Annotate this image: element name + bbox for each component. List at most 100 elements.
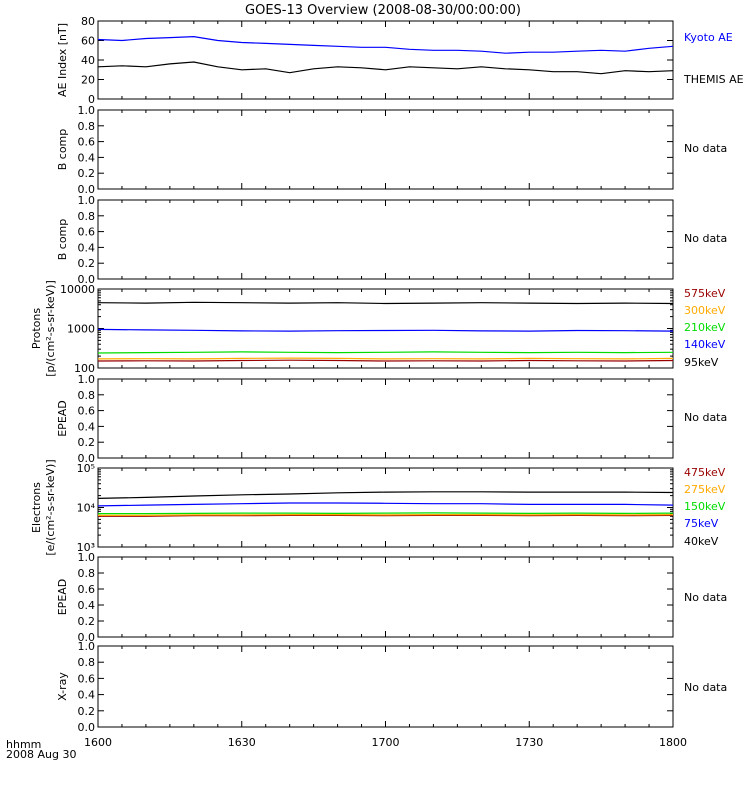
y-tick-label: 0.4	[78, 420, 96, 433]
no-data-label: No data	[684, 142, 727, 155]
x-tick-label: 1600	[84, 736, 112, 749]
legend-label-75kev: 75keV	[684, 517, 719, 530]
y-axis-label: B comp	[56, 129, 69, 171]
y-tick-label: 0.2	[78, 705, 96, 718]
legend-label-275kev: 275keV	[684, 483, 726, 496]
y-axis-unit-label: [p/(cm²-s-sr-keV)]	[44, 280, 57, 377]
series-line-150kev	[98, 512, 674, 515]
y-tick-label: 0.0	[78, 631, 96, 644]
y-tick-label: 0.2	[78, 167, 96, 180]
y-tick-label: 60	[81, 35, 95, 48]
no-data-label: No data	[684, 411, 727, 424]
y-axis-label: Protons	[30, 308, 43, 349]
panel-frame	[97, 556, 674, 638]
y-axis-label: EPEAD	[56, 579, 69, 616]
y-tick-label: 0	[88, 93, 95, 106]
panel-frame	[97, 467, 674, 548]
no-data-label: No data	[684, 591, 727, 604]
legend-label-300kev: 300keV	[684, 304, 726, 317]
series-line-themis-ae	[97, 61, 674, 75]
legend-label-themis-ae: THEMIS AE	[683, 73, 744, 86]
no-data-label: No data	[684, 681, 727, 694]
legend-label-210kev: 210keV	[684, 321, 726, 334]
y-tick-label: 0.4	[78, 241, 96, 254]
series-line-300kev	[97, 357, 674, 360]
panel-frame	[97, 20, 674, 100]
panel-frame	[97, 645, 674, 728]
y-axis-label: AE Index [nT]	[56, 23, 69, 97]
legend-label-kyoto-ae: Kyoto AE	[684, 31, 733, 44]
panel-frame	[97, 378, 674, 459]
y-tick-label: 0.2	[78, 615, 96, 628]
y-tick-label: 0.4	[78, 599, 96, 612]
y-tick-label: 0.6	[78, 226, 96, 239]
panel-frame	[97, 288, 674, 369]
y-tick-label: 0.6	[78, 672, 96, 685]
y-tick-label: 1000	[67, 323, 95, 336]
y-tick-label: 0.0	[78, 452, 96, 465]
y-tick-label: 1.0	[78, 104, 96, 117]
y-tick-label: 0.2	[78, 436, 96, 449]
legend-label-140kev: 140keV	[684, 338, 726, 351]
x-tick-label: 1800	[659, 736, 687, 749]
series-line-75kev	[97, 502, 674, 507]
y-axis-label: X-ray	[56, 672, 69, 701]
series-line-kyoto-ae	[97, 35, 674, 54]
y-tick-label: 0.8	[78, 656, 96, 669]
y-tick-label: 80	[81, 15, 95, 28]
x-tick-label: 1700	[372, 736, 400, 749]
series-line-275kev	[98, 513, 674, 517]
y-tick-label: 1.0	[78, 640, 96, 653]
y-tick-label: 10⁵	[77, 462, 95, 475]
y-axis-label: B comp	[56, 219, 69, 261]
series-line-210kev	[97, 351, 674, 354]
series-line-575kev	[97, 359, 674, 362]
series-line-95kev	[97, 301, 674, 305]
y-tick-label: 0.6	[78, 583, 96, 596]
y-tick-label: 0.8	[78, 389, 96, 402]
y-tick-label: 0.6	[78, 405, 96, 418]
legend-label-150kev: 150keV	[684, 500, 726, 513]
y-tick-label: 0.0	[78, 183, 96, 196]
series-line-140kev	[97, 328, 674, 332]
y-tick-label: 1.0	[78, 551, 96, 564]
y-tick-label: 0.8	[78, 210, 96, 223]
no-data-label: No data	[684, 232, 727, 245]
panel-1: 0 20 40 60 80 AE Index [nT] Kyoto AE THEMIS AE	[56, 15, 744, 106]
legend-label-95kev: 95keV	[684, 356, 719, 369]
figure-title: GOES-13 Overview (2008-08-30/00:00:00)	[245, 3, 521, 18]
y-axis-label: EPEAD	[56, 400, 69, 437]
series-line-475kev	[98, 514, 674, 517]
panel-3: 0.0 0.2 0.4 0.6 0.8 1.0 B comp No data	[56, 194, 727, 286]
y-tick-label: 0.0	[78, 721, 96, 734]
y-tick-label: 0.4	[78, 151, 96, 164]
x-tick-label: 1630	[228, 736, 256, 749]
y-tick-label: 100	[74, 362, 95, 375]
panel-frame	[97, 199, 674, 280]
legend-label-40kev: 40keV	[684, 535, 719, 548]
panel-5: 0.0 0.2 0.4 0.6 0.8 1.0 EPEAD No data	[56, 373, 727, 465]
panel-frame	[97, 109, 674, 190]
y-tick-label: 1.0	[78, 194, 96, 207]
y-tick-label: 20	[81, 74, 95, 87]
panel-2: 0.0 0.2 0.4 0.6 0.8 1.0 B comp No data	[56, 104, 727, 196]
y-tick-label: 0.6	[78, 136, 96, 149]
panel-4: 100 1000 10000 Protons [p/(cm²-s-sr-keV)] 575…	[30, 280, 726, 377]
panel-8: 0.0 0.2 0.4 0.6 0.8 1.0 X-ray No data	[56, 640, 727, 734]
y-tick-label: 0.8	[78, 120, 96, 133]
y-axis-unit-label: [e/(cm²-s-sr-keV)]	[44, 459, 57, 555]
x-axis-label-date: 2008 Aug 30	[6, 748, 76, 761]
y-tick-label: 10³	[77, 541, 95, 554]
y-tick-label: 10⁴	[77, 502, 96, 515]
legend-label-575kev: 575keV	[684, 287, 726, 300]
y-axis-label: Electrons	[30, 482, 43, 533]
y-tick-label: 0.2	[78, 257, 96, 270]
x-tick-label: 1730	[515, 736, 543, 749]
panel-7: 0.0 0.2 0.4 0.6 0.8 1.0 EPEAD No data	[56, 551, 727, 644]
x-axis-label-hhmm: hhmm	[6, 738, 41, 751]
y-tick-label: 1.0	[78, 373, 96, 386]
y-tick-label: 10000	[60, 283, 95, 296]
y-tick-label: 40	[81, 54, 95, 67]
y-tick-label: 0.0	[78, 273, 96, 286]
